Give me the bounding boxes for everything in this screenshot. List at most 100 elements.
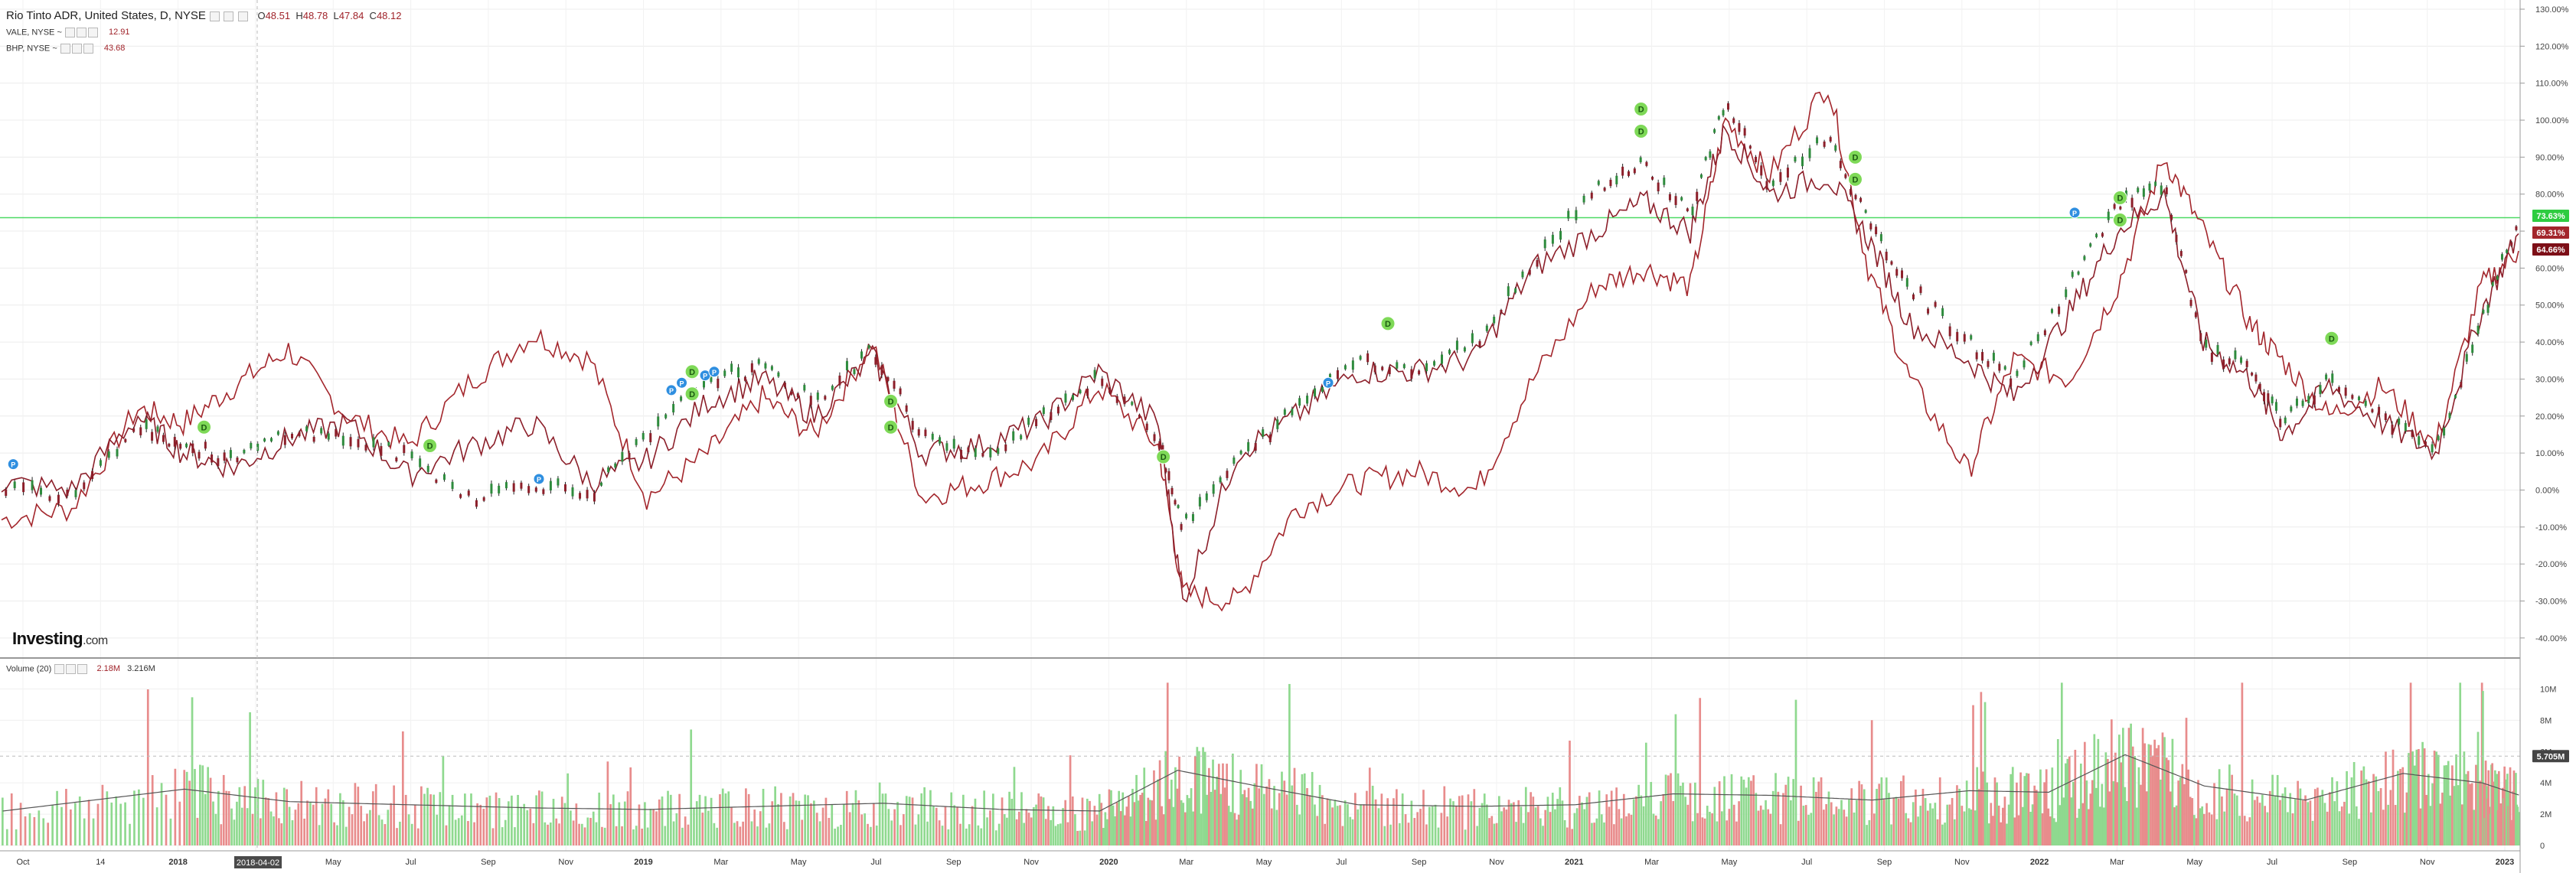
candle-body[interactable] — [1239, 451, 1242, 454]
candle-body[interactable] — [1212, 484, 1215, 494]
candle-body[interactable] — [1314, 388, 1317, 397]
candle-body[interactable] — [1755, 157, 1758, 163]
candle-body[interactable] — [1859, 197, 1863, 202]
candle-body[interactable] — [1551, 234, 1554, 244]
candle-body[interactable] — [960, 450, 963, 460]
candle-body[interactable] — [1232, 457, 1236, 464]
candle-body[interactable] — [1500, 310, 1503, 314]
candle-body[interactable] — [2267, 393, 2270, 403]
candle-body[interactable] — [99, 460, 102, 466]
candle-body[interactable] — [1674, 196, 1677, 205]
candle-body[interactable] — [1536, 259, 1539, 267]
candle-body[interactable] — [2384, 413, 2387, 420]
candle-body[interactable] — [335, 428, 338, 437]
candle-body[interactable] — [312, 436, 315, 442]
candle-body[interactable] — [1485, 325, 1488, 331]
candle-body[interactable] — [2454, 395, 2457, 399]
candle-body[interactable] — [1567, 210, 1570, 219]
candle-body[interactable] — [2258, 383, 2261, 389]
candle-body[interactable] — [607, 467, 610, 473]
candle-body[interactable] — [2065, 289, 2068, 298]
series-line-bhp[interactable] — [1, 123, 2519, 603]
candle-body[interactable] — [917, 429, 920, 436]
candle-body[interactable] — [1801, 156, 1804, 167]
earnings-event-icon[interactable] — [676, 376, 688, 389]
candle-body[interactable] — [816, 393, 819, 400]
candle-body[interactable] — [1834, 145, 1837, 151]
candle-body[interactable] — [1226, 471, 1229, 478]
candle-body[interactable] — [156, 426, 159, 432]
candle-body[interactable] — [2216, 344, 2219, 354]
dividend-event-icon[interactable] — [1634, 124, 1649, 139]
candle-body[interactable] — [1198, 497, 1201, 507]
candle-body[interactable] — [860, 351, 864, 359]
candle-body[interactable] — [1743, 128, 1746, 136]
candle-body[interactable] — [2301, 400, 2304, 406]
candle-body[interactable] — [91, 471, 94, 480]
candle-body[interactable] — [1123, 396, 1126, 405]
candle-body[interactable] — [2016, 370, 2019, 376]
candle-body[interactable] — [229, 450, 232, 458]
candle-body[interactable] — [419, 458, 422, 467]
candle-body[interactable] — [1191, 513, 1194, 521]
candle-body[interactable] — [974, 448, 977, 458]
candle-body[interactable] — [512, 483, 515, 492]
earnings-event-icon[interactable] — [533, 473, 545, 485]
candle-body[interactable] — [2351, 395, 2354, 399]
candle-body[interactable] — [571, 487, 574, 497]
candle-body[interactable] — [997, 448, 1000, 454]
candle-body[interactable] — [527, 486, 531, 494]
candle-body[interactable] — [1101, 378, 1104, 386]
candle-body[interactable] — [899, 388, 902, 395]
candle-body[interactable] — [1158, 441, 1161, 449]
candle-body[interactable] — [2010, 378, 2013, 387]
candle-body[interactable] — [1373, 365, 1376, 373]
candle-body[interactable] — [5, 489, 8, 497]
candle-body[interactable] — [2043, 330, 2046, 335]
candle-body[interactable] — [1992, 353, 1995, 361]
candle-body[interactable] — [1680, 197, 1683, 200]
earnings-event-icon[interactable] — [665, 384, 677, 396]
candle-body[interactable] — [2496, 275, 2499, 280]
candle-body[interactable] — [387, 441, 390, 446]
candle-body[interactable] — [770, 366, 773, 370]
candle-body[interactable] — [1514, 288, 1517, 293]
candle-body[interactable] — [845, 360, 848, 370]
candle-body[interactable] — [451, 481, 454, 489]
candle-body[interactable] — [743, 376, 746, 381]
candle-body[interactable] — [2448, 412, 2451, 419]
candle-body[interactable] — [710, 376, 713, 383]
candle-body[interactable] — [777, 372, 780, 377]
candle-body[interactable] — [657, 416, 660, 427]
earnings-event-icon[interactable] — [1322, 376, 1334, 389]
candle-body[interactable] — [1970, 335, 1973, 340]
candle-body[interactable] — [880, 365, 883, 376]
candle-body[interactable] — [223, 452, 226, 461]
candle-body[interactable] — [1493, 316, 1496, 324]
candle-body[interactable] — [1291, 409, 1294, 415]
candle-body[interactable] — [1890, 261, 1893, 265]
dividend-event-icon[interactable] — [1847, 149, 1863, 165]
candle-body[interactable] — [179, 444, 182, 449]
candle-body[interactable] — [1975, 352, 1978, 360]
candle-body[interactable] — [1657, 182, 1660, 192]
candle-body[interactable] — [2460, 382, 2463, 388]
candle-body[interactable] — [250, 442, 253, 449]
candle-body[interactable] — [1180, 523, 1183, 530]
candle-body[interactable] — [931, 433, 934, 440]
candle-body[interactable] — [1603, 187, 1606, 191]
candle-body[interactable] — [2222, 359, 2225, 370]
candle-body[interactable] — [107, 451, 110, 458]
candle-body[interactable] — [1528, 269, 1531, 275]
candle-body[interactable] — [2295, 398, 2298, 406]
candle-body[interactable] — [557, 478, 560, 486]
candle-body[interactable] — [2391, 425, 2394, 435]
candle-body[interactable] — [1998, 363, 2001, 371]
candle-body[interactable] — [2165, 187, 2168, 194]
close-icon[interactable] — [77, 664, 88, 674]
candle-body[interactable] — [2284, 417, 2287, 424]
candle-body[interactable] — [467, 490, 470, 496]
candle-body[interactable] — [410, 451, 413, 458]
dividend-event-icon[interactable] — [197, 419, 212, 435]
